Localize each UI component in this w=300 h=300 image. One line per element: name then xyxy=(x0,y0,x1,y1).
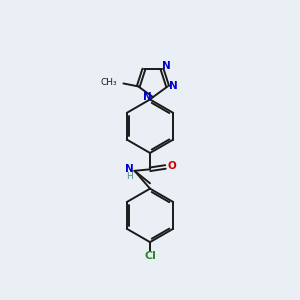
Text: N: N xyxy=(169,81,177,92)
Text: N: N xyxy=(143,92,152,101)
Text: N: N xyxy=(162,61,171,71)
Text: N: N xyxy=(125,164,134,174)
Text: O: O xyxy=(167,161,176,171)
Text: CH₃: CH₃ xyxy=(100,78,117,87)
Text: Cl: Cl xyxy=(144,251,156,261)
Text: H: H xyxy=(126,172,133,181)
